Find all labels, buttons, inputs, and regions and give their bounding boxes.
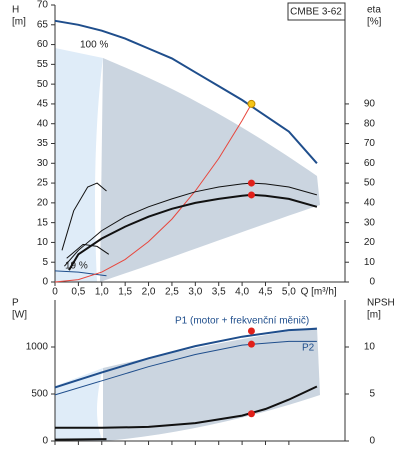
- low-speed-area: [55, 48, 103, 282]
- low-speed-power-area: [55, 368, 103, 441]
- chart-title: CMBE 3-62: [290, 7, 342, 18]
- y-tick-label: 70: [37, 0, 49, 11]
- curve: [64, 182, 318, 267]
- y-tick-label: 40: [37, 118, 49, 129]
- curve: [54, 270, 107, 277]
- operating-point: [247, 327, 255, 335]
- y-axis-label: P: [12, 298, 19, 309]
- y2-axis-unit: [%]: [367, 17, 382, 28]
- y2-tick-label: 0: [369, 277, 375, 288]
- y-tick-label: 0: [42, 436, 48, 447]
- curve: [55, 385, 318, 429]
- operating-point: [247, 179, 255, 187]
- y-axis-label: H: [12, 5, 19, 16]
- operating-point: [247, 99, 256, 108]
- y2-tick-label: 80: [364, 118, 376, 129]
- y-tick-label: 35: [37, 138, 49, 149]
- operating-point: [247, 410, 255, 418]
- curve: [54, 19, 318, 164]
- x-tick-label: 1,0: [95, 287, 109, 298]
- x-tick-label: 5,0: [282, 287, 296, 298]
- y-tick-label: 50: [37, 79, 49, 90]
- curve: [54, 103, 252, 283]
- curve: [66, 243, 110, 259]
- y-tick-label: 55: [37, 59, 49, 70]
- curve: [54, 340, 317, 396]
- operating-point: [247, 340, 255, 348]
- y-tick-label: 500: [31, 389, 48, 400]
- y-tick-label: 0: [42, 277, 48, 288]
- operating-point: [247, 191, 255, 199]
- y-tick-label: 65: [37, 19, 49, 30]
- x-tick-label: 0,5: [71, 287, 85, 298]
- x-tick-label: 0: [52, 287, 58, 298]
- y-tick-label: 10: [37, 237, 49, 248]
- y2-tick-label: 40: [364, 197, 376, 208]
- x-tick-label: 1,5: [118, 287, 132, 298]
- y-tick-label: 45: [37, 99, 49, 110]
- curve: [68, 193, 318, 271]
- power-area: [103, 327, 320, 441]
- x-axis-label: Q [m³/h]: [301, 287, 337, 298]
- y-tick-label: 1000: [26, 342, 49, 353]
- x-tick-label: 3,0: [188, 287, 202, 298]
- x-tick-label: 3,5: [212, 287, 226, 298]
- y2-tick-label: 30: [364, 217, 376, 228]
- curve-label: P2: [302, 343, 315, 354]
- y2-axis-label: NPSH: [367, 298, 395, 309]
- x-tick-label: 2,0: [142, 287, 156, 298]
- y2-axis-unit: [m]: [367, 310, 381, 321]
- x-tick-label: 4,5: [259, 287, 273, 298]
- curve: [54, 327, 317, 389]
- y2-tick-label: 50: [364, 178, 376, 189]
- y-tick-label: 60: [37, 39, 49, 50]
- curve: [54, 438, 107, 441]
- y2-tick-label: 70: [364, 138, 376, 149]
- x-tick-label: 4,0: [235, 287, 249, 298]
- axis-frame: [54, 300, 346, 442]
- y2-tick-label: 5: [369, 389, 375, 400]
- x-tick-label: 2,5: [165, 287, 179, 298]
- curve-label: 19 %: [65, 261, 88, 272]
- y-axis-unit: [m]: [12, 17, 26, 28]
- y-axis-unit: [W]: [12, 310, 27, 321]
- y2-tick-label: 20: [364, 237, 376, 248]
- y2-tick-label: 10: [364, 342, 376, 353]
- y-tick-label: 5: [42, 257, 48, 268]
- y-tick-label: 20: [37, 197, 49, 208]
- y2-axis-label: eta: [367, 5, 381, 16]
- y2-tick-label: 90: [364, 99, 376, 110]
- y-tick-label: 25: [37, 178, 49, 189]
- curve-label: P1 (motor + frekvenční měnič): [175, 316, 309, 327]
- curve-label: 100 %: [80, 40, 108, 51]
- y-tick-label: 30: [37, 158, 49, 169]
- curve: [61, 182, 107, 251]
- y2-tick-label: 10: [364, 257, 376, 268]
- y2-tick-label: 60: [364, 158, 376, 169]
- y2-tick-label: 0: [369, 436, 375, 447]
- y-tick-label: 15: [37, 217, 49, 228]
